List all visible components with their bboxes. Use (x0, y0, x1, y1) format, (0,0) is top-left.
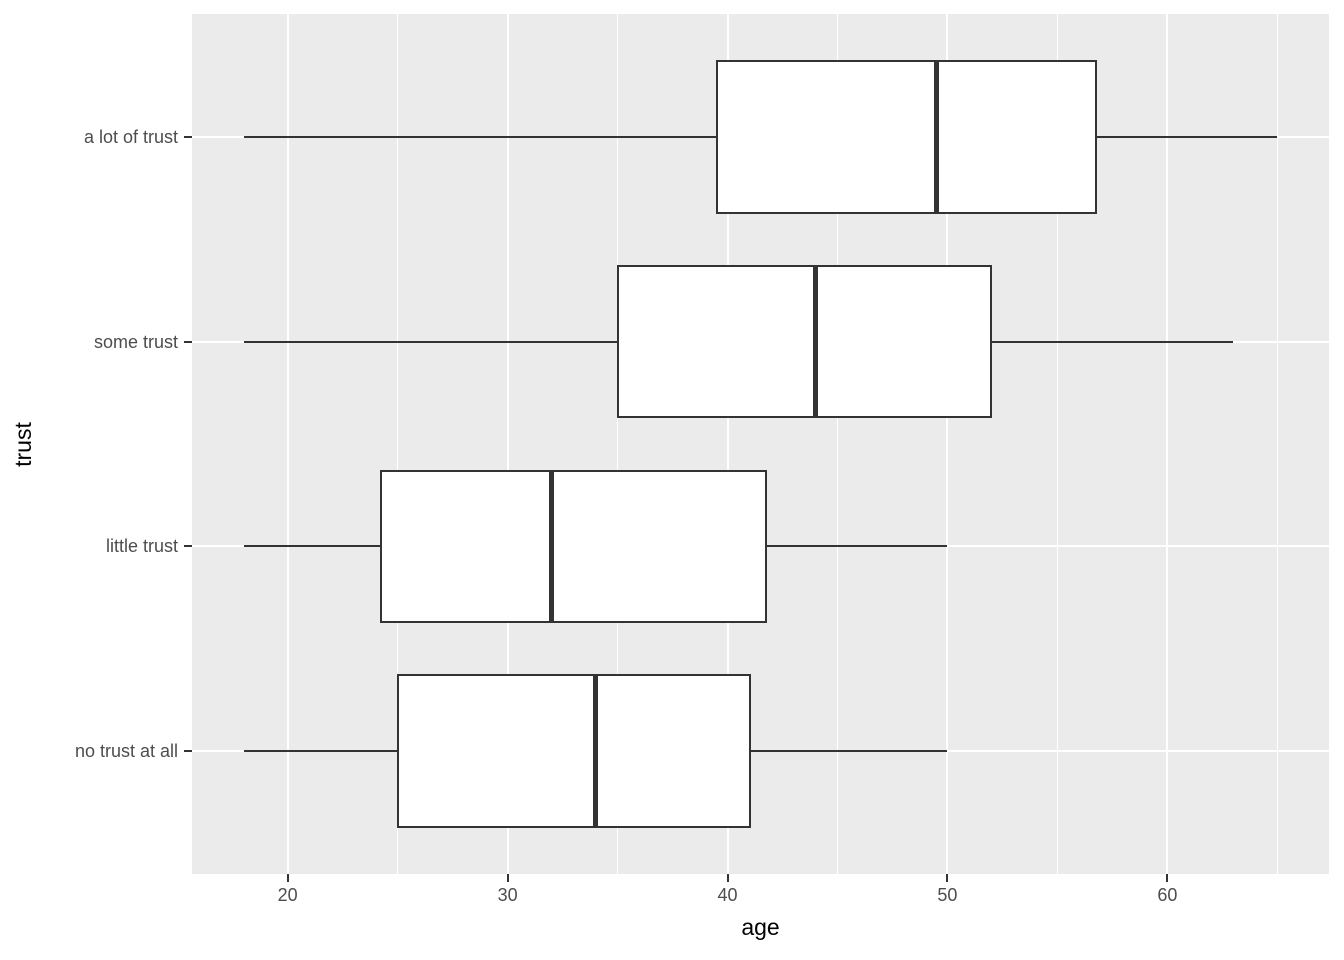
y-tick-mark (184, 340, 192, 343)
y-category-label: no trust at all (74, 741, 178, 762)
y-category-label: some trust (93, 331, 178, 352)
minor-gridline (397, 14, 399, 874)
boxplot-box (616, 264, 993, 419)
boxplot-box (396, 674, 751, 828)
minor-gridline (617, 14, 619, 874)
whisker-line-max (1095, 135, 1278, 138)
whisker-line-max (749, 750, 948, 753)
median-line (549, 469, 555, 624)
whisker-line-min (243, 135, 717, 138)
major-gridline (726, 14, 729, 874)
x-tick-mark (946, 874, 949, 882)
major-gridline (286, 14, 289, 874)
y-category-label: little trust (105, 536, 178, 557)
whisker-line-max (991, 340, 1234, 343)
x-tick-mark (286, 874, 289, 882)
median-line (933, 60, 939, 214)
x-tick-mark (506, 874, 509, 882)
whisker-line-min (243, 545, 382, 548)
y-axis-title: trust (9, 421, 36, 467)
major-gridline (1166, 14, 1169, 874)
y-tick-mark (184, 135, 192, 138)
x-tick-label: 30 (497, 885, 518, 905)
x-tick-label: 60 (1157, 885, 1178, 905)
minor-gridline (836, 14, 838, 874)
y-tick-mark (184, 545, 192, 548)
x-tick-mark (1166, 874, 1169, 882)
boxplot-box (715, 60, 1097, 214)
x-tick-mark (726, 874, 729, 882)
major-gridline (946, 14, 949, 874)
x-tick-label: 50 (937, 885, 958, 905)
whisker-line-min (243, 340, 618, 343)
plot-panel (192, 14, 1329, 874)
x-tick-label: 40 (717, 885, 738, 905)
whisker-line-min (243, 750, 398, 753)
y-tick-mark (184, 750, 192, 753)
x-tick-label: 20 (277, 885, 298, 905)
median-line (812, 264, 818, 419)
minor-gridline (1056, 14, 1058, 874)
minor-gridline (1276, 14, 1278, 874)
median-line (593, 674, 599, 828)
major-gridline (506, 14, 509, 874)
whisker-line-max (765, 545, 948, 548)
y-category-label: a lot of trust (83, 126, 178, 147)
boxplot-box (380, 469, 767, 624)
x-axis-title: age (741, 914, 780, 940)
